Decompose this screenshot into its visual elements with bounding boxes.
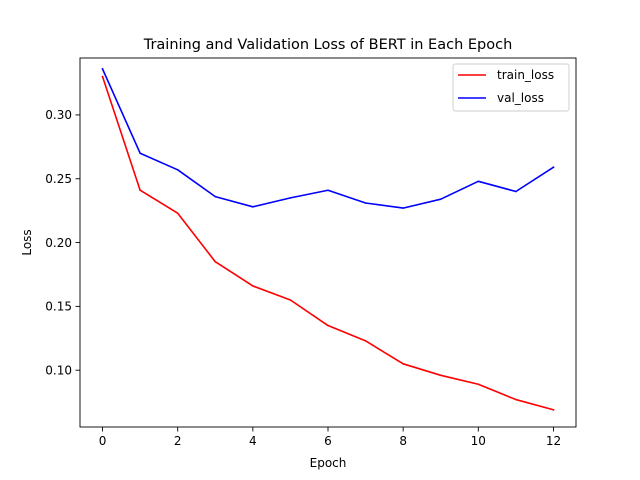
data-point-train-loss-1 <box>139 189 141 192</box>
x-tick-label-8: 8 <box>399 434 407 448</box>
data-point-val-loss-5 <box>289 197 292 199</box>
legend-label-val-loss: val_loss <box>497 91 544 105</box>
y-axis-label: Loss <box>20 229 34 255</box>
data-point-val-loss-10 <box>477 180 480 183</box>
data-point-train-loss-2 <box>176 212 179 215</box>
legend: train_loss val_loss <box>452 63 570 112</box>
data-point-val-loss-3 <box>214 195 217 198</box>
data-point-val-loss-9 <box>439 198 442 200</box>
plot-area <box>80 58 576 427</box>
data-point-train-loss-5 <box>289 299 292 301</box>
data-point-train-loss-6 <box>327 324 329 327</box>
data-point-val-loss-2 <box>176 169 179 171</box>
x-tick-label-2: 2 <box>174 434 182 448</box>
data-point-train-loss-10 <box>477 383 480 386</box>
data-point-val-loss-8 <box>402 207 404 209</box>
y-tick-label-1: 0.15 <box>45 300 72 314</box>
x-tick-label-6: 6 <box>324 434 332 448</box>
y-tick-label-0: 0.10 <box>45 364 72 378</box>
data-point-val-loss-4 <box>252 206 254 208</box>
x-tick-label-10: 10 <box>471 434 486 448</box>
data-point-val-loss-7 <box>364 202 367 204</box>
data-point-val-loss-11 <box>515 190 517 193</box>
data-point-train-loss-0 <box>101 75 104 78</box>
x-axis-label: Epoch <box>310 456 347 470</box>
y-tick-label-3: 0.25 <box>45 172 72 186</box>
x-tick-label-4: 4 <box>249 434 257 448</box>
legend-label-train-loss: train_loss <box>497 68 554 82</box>
data-point-val-loss-0 <box>101 68 104 70</box>
series-layer <box>101 67 555 411</box>
data-point-train-loss-3 <box>214 260 217 263</box>
y-tick-label-4: 0.30 <box>45 108 72 122</box>
data-point-val-loss-1 <box>139 152 141 155</box>
data-point-train-loss-12 <box>552 408 555 411</box>
y-axis: 0.10 0.15 0.20 0.25 0.30 <box>45 108 80 378</box>
x-axis: 0 2 4 6 8 10 12 <box>99 427 561 448</box>
data-point-train-loss-4 <box>252 285 254 287</box>
data-point-val-loss-6 <box>327 189 329 192</box>
x-tick-label-12: 12 <box>546 434 561 448</box>
x-tick-label-0: 0 <box>99 434 107 448</box>
data-point-train-loss-7 <box>364 340 367 342</box>
y-tick-label-2: 0.20 <box>45 236 72 250</box>
data-point-train-loss-8 <box>402 363 404 365</box>
data-point-train-loss-11 <box>515 398 517 401</box>
chart-title: Training and Validation Loss of BERT in … <box>143 37 513 53</box>
data-point-val-loss-12 <box>552 166 555 169</box>
data-point-train-loss-9 <box>439 374 442 377</box>
